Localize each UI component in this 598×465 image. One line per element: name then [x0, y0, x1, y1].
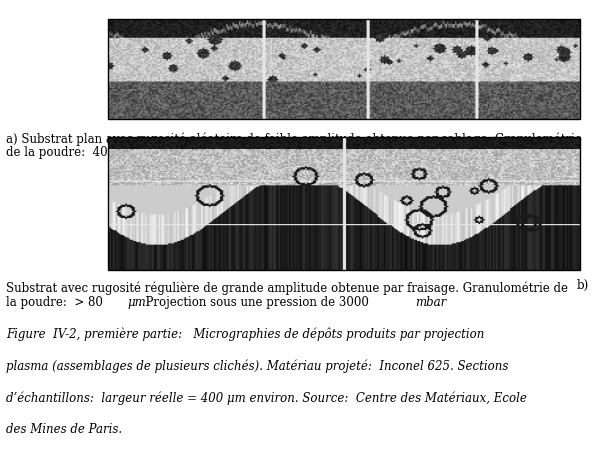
- Text: de la poudre:  40 − 50: de la poudre: 40 − 50: [6, 146, 144, 159]
- Text: a) Substrat plan avec rugosité aléatoire de faible amplitude obtenue par sablage: a) Substrat plan avec rugosité aléatoire…: [6, 133, 582, 146]
- Text: d’échantillons:  largeur réelle = 400 μm environ. Source:  Centre des Matériaux,: d’échantillons: largeur réelle = 400 μm …: [6, 391, 527, 405]
- Bar: [108, 19, 580, 119]
- Text: mbar: mbar: [416, 296, 447, 309]
- Text: μm: μm: [127, 296, 146, 309]
- Text: . Projection sous une pression de 3000: . Projection sous une pression de 3000: [138, 296, 372, 309]
- Text: Substrat avec rugosité régulière de grande amplitude obtenue par fraisage. Granu: Substrat avec rugosité régulière de gran…: [6, 281, 568, 295]
- Text: plasma (assemblages de plusieurs clichés). Matériau projeté:  Inconel 625. Secti: plasma (assemblages de plusieurs clichés…: [6, 359, 508, 373]
- Text: Figure  IV-2, première partie:   Micrographies de dépôts produits par projection: Figure IV-2, première partie: Micrograph…: [6, 328, 484, 341]
- Text: des Mines de Paris.: des Mines de Paris.: [6, 423, 122, 436]
- Text: μm: μm: [154, 146, 173, 159]
- Text: .: .: [463, 146, 467, 159]
- Bar: [108, 137, 580, 270]
- Text: b): b): [577, 279, 589, 292]
- Text: .: .: [437, 296, 440, 309]
- Text: la poudre:  > 80: la poudre: > 80: [6, 296, 106, 309]
- Text: mbar: mbar: [443, 146, 474, 159]
- Text: . Projection sous une pression de 3000: . Projection sous une pression de 3000: [164, 146, 399, 159]
